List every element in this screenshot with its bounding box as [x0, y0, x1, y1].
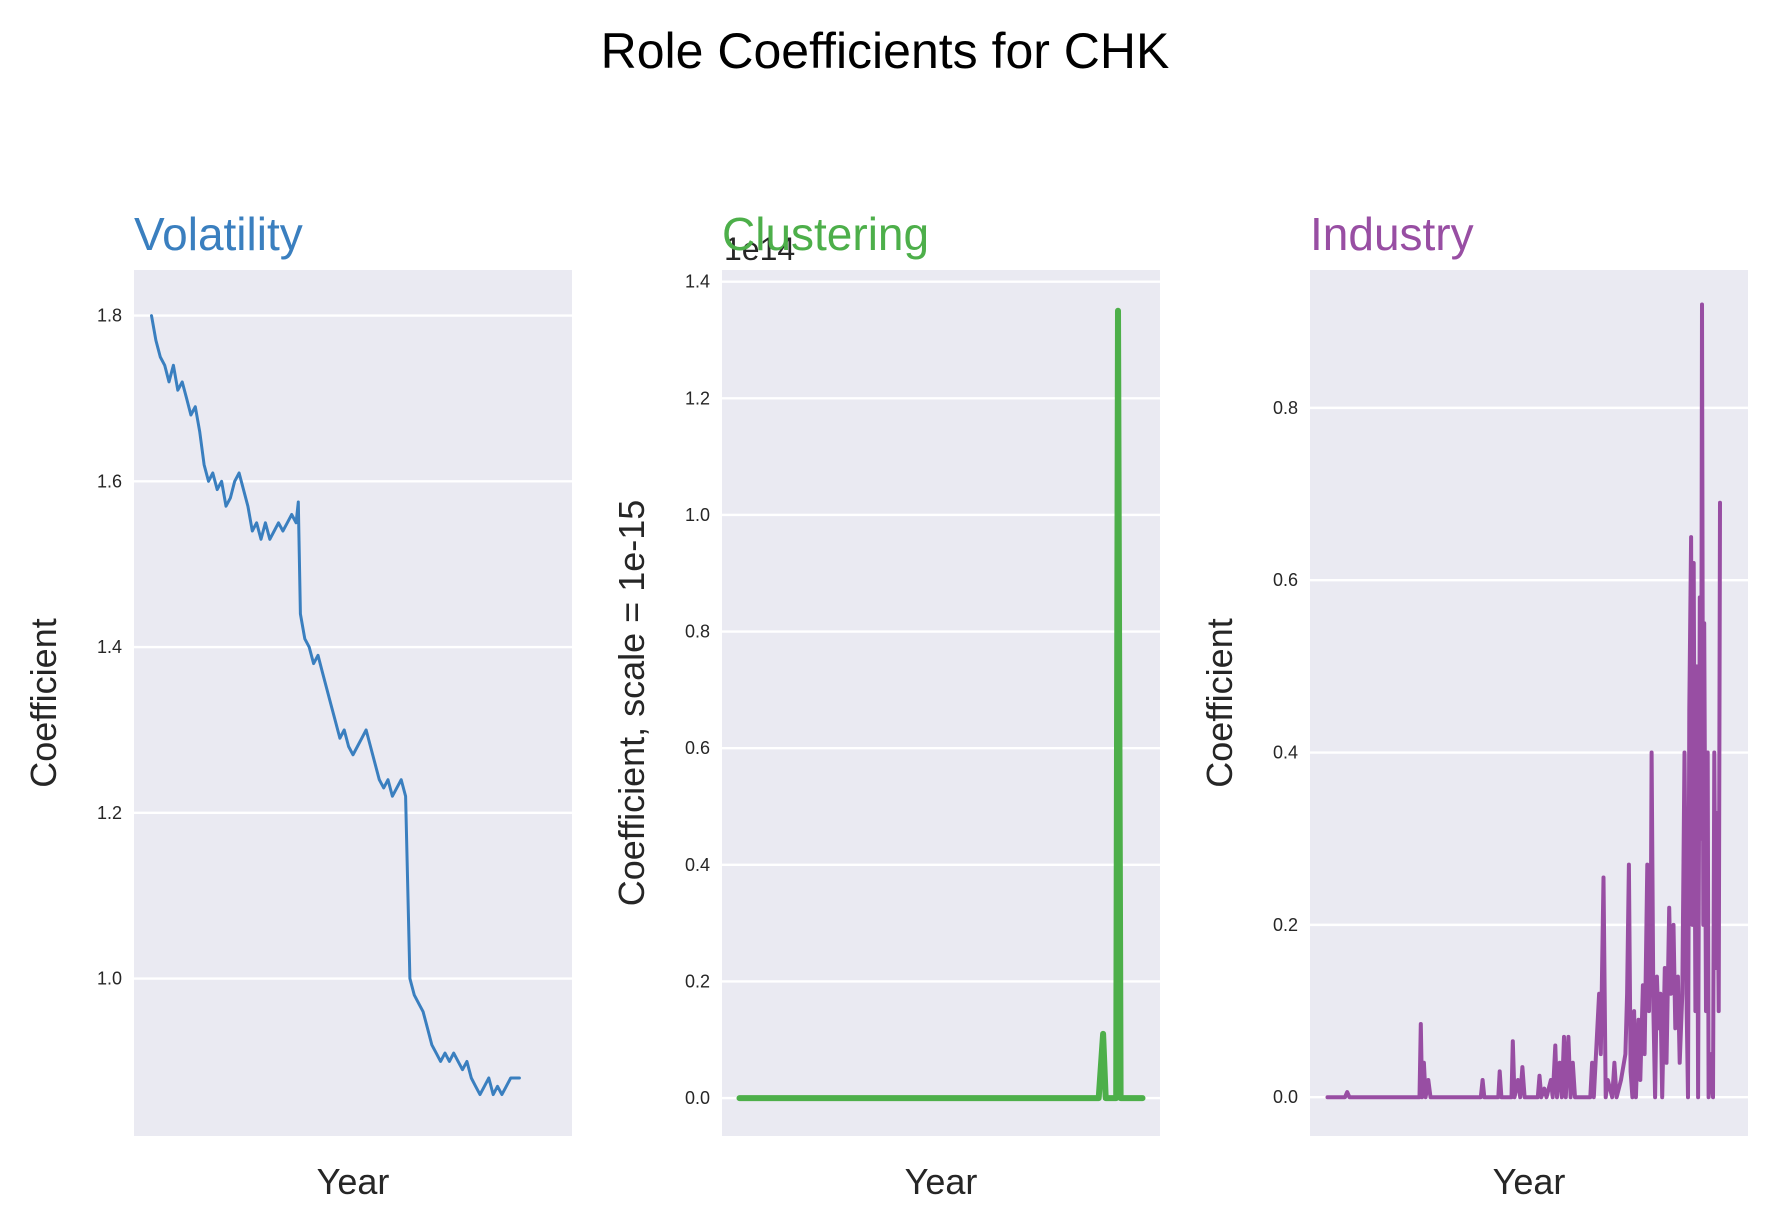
y-tick-label: 0.0: [1273, 1087, 1298, 1107]
y-tick-label: 1.2: [685, 388, 710, 408]
y-tick-label: 1.4: [685, 272, 710, 292]
axis-offset-label: 1e14: [724, 231, 795, 267]
y-tick-label: 1.4: [97, 637, 122, 657]
series-line: [736, 307, 1146, 1102]
y-tick-label: 0.4: [685, 855, 710, 875]
y-tick-label: 0.2: [685, 971, 710, 991]
panel-title: Industry: [1310, 208, 1474, 260]
x-axis-label: Year: [1493, 1161, 1566, 1202]
series-line: [1325, 302, 1722, 1100]
y-axis-label: Coefficient, scale = 1e-15: [611, 500, 652, 907]
y-tick-label: 1.6: [97, 471, 122, 491]
y-tick-label: 1.0: [685, 505, 710, 525]
y-tick-label: 1.0: [97, 969, 122, 989]
y-tick-label: 0.8: [1273, 398, 1298, 418]
y-tick-label: 0.2: [1273, 915, 1298, 935]
panel-title: Volatility: [134, 208, 303, 260]
plot-area: [722, 270, 1160, 1136]
chart-panels: 1.0 1.2 1.4 1.6 1.8 Volatility Year Coefficient…: [23, 208, 1748, 1202]
chart-panel-industry: 0.0 0.2 0.4 0.6 0.8 Industry Year Coefficient: [1199, 208, 1748, 1202]
x-axis-label: Year: [317, 1161, 390, 1202]
y-tick-label: 0.8: [685, 622, 710, 642]
y-tick-label: 1.8: [97, 306, 122, 326]
series-line: [150, 314, 521, 1097]
y-axis-label: Coefficient: [1199, 618, 1240, 787]
y-tick-label: 1.2: [97, 803, 122, 823]
y-tick-label: 0.6: [685, 738, 710, 758]
y-tick-label: 0.4: [1273, 743, 1298, 763]
y-tick-label: 0.6: [1273, 570, 1298, 590]
x-axis-label: Year: [905, 1161, 978, 1202]
chart-panel-volatility: 1.0 1.2 1.4 1.6 1.8 Volatility Year Coefficient: [23, 208, 572, 1202]
y-tick-label: 0.0: [685, 1088, 710, 1108]
plot-area: [134, 270, 572, 1136]
y-axis-label: Coefficient: [23, 618, 64, 787]
panel-title: Clustering: [722, 208, 929, 260]
figure-title: Role Coefficients for CHK: [601, 23, 1170, 79]
